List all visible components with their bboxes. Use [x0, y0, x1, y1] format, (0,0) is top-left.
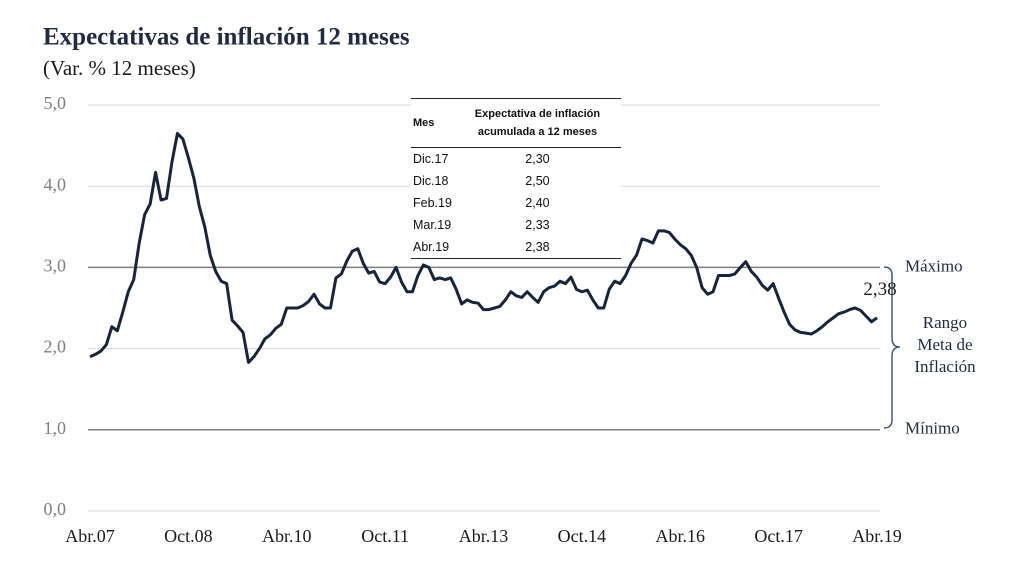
header-cell: Expectativa de inflación acumulada a 12 …: [453, 98, 621, 148]
table-cell: Abr.19: [411, 236, 454, 259]
range-brace: [883, 266, 901, 429]
table-cell: Feb.19: [413, 196, 452, 210]
y-tick-label: 1,0: [44, 418, 67, 438]
end-value-label: 2,38: [863, 279, 896, 300]
series-line: [89, 131, 878, 364]
table-cell: 2,33: [525, 218, 550, 232]
header-cell: Mes: [411, 98, 454, 148]
x-tick-label: Abr.07: [65, 526, 115, 546]
y-tick-label: 4,0: [44, 174, 67, 194]
x-tick-label: Abr.10: [262, 526, 312, 546]
reference-label: Mínimo: [905, 419, 960, 438]
range-label: Meta de: [917, 335, 972, 354]
x-tick-label: Oct.11: [361, 526, 409, 546]
table-cell: 2,30: [525, 152, 550, 166]
x-tick-label: Oct.08: [164, 526, 213, 546]
x-tick-label: Abr.13: [459, 526, 509, 546]
x-tick-label: Abr.16: [656, 526, 706, 546]
table-cell: 2,50: [525, 174, 550, 188]
table-row: Feb.19 2,40: [411, 192, 621, 214]
table-row: Dic.17 2,30: [411, 148, 621, 171]
chart-subtitle: (Var. % 12 meses): [43, 56, 196, 80]
table-row: Mar.19 2,33: [411, 214, 621, 236]
table-cell: Dic.18: [413, 174, 449, 188]
table-header: Mes Expectativa de inflación acumulada a…: [411, 98, 621, 148]
expectations-table: Mes Expectativa de inflación acumulada a…: [411, 98, 621, 259]
table-cell: Dic.17: [413, 152, 449, 166]
y-tick-label: 0,0: [44, 499, 67, 519]
chart-title: Expectativas de inflación 12 meses: [43, 24, 410, 51]
x-tick-label: Oct.17: [754, 526, 803, 546]
y-tick-label: 3,0: [44, 256, 67, 276]
x-tick-label: Abr.19: [852, 526, 902, 546]
range-label: Inflación: [914, 357, 976, 376]
range-label: Rango: [923, 313, 967, 332]
table-cell: 2,38: [453, 236, 621, 259]
x-tick-label: Oct.14: [558, 526, 607, 546]
y-tick-label: 2,0: [44, 337, 67, 357]
table-row: Dic.18 2,50: [411, 170, 621, 192]
table-body: Dic.17 2,30 Dic.18 2,50 Feb.19 2,40 Mar.19 2,33…: [411, 148, 621, 259]
table-row: Abr.19 2,38: [411, 236, 621, 259]
table-cell: Mar.19: [413, 218, 452, 232]
reference-label: Máximo: [905, 256, 963, 275]
y-tick-label: 5,0: [44, 93, 67, 113]
table-cell: 2,40: [525, 196, 550, 210]
